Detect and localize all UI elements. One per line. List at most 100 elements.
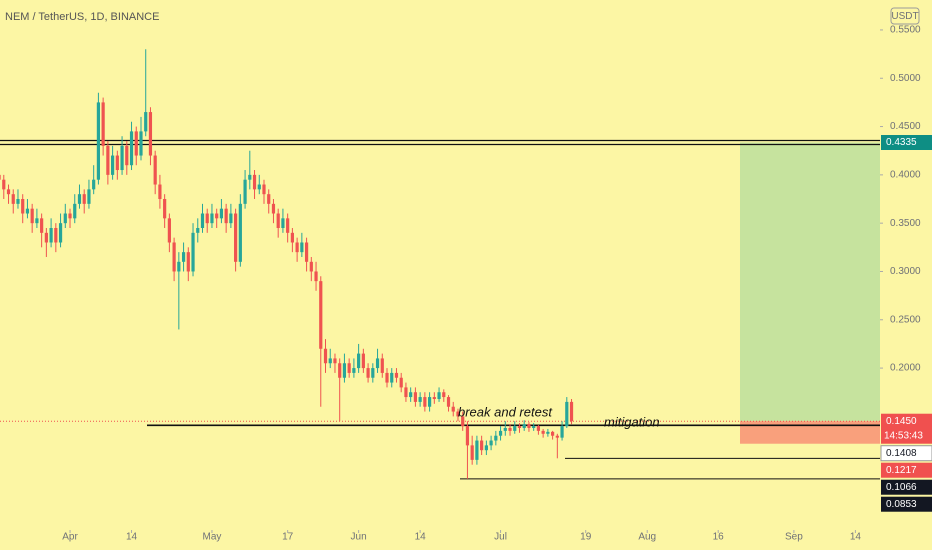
candle-body: [508, 427, 512, 431]
x-tick-label: Aug: [638, 532, 656, 543]
annotation: mitigation: [604, 414, 660, 429]
candle-body: [366, 368, 370, 378]
price-label-box: [881, 462, 932, 478]
y-tick-label: 0.5500: [890, 25, 921, 36]
x-tick-label: 14: [415, 532, 427, 543]
candle-body: [234, 213, 238, 262]
x-tick-label: 17: [282, 532, 294, 543]
x-tick-label: 14: [126, 532, 138, 543]
candle-body: [58, 223, 63, 243]
candle-body: [569, 401, 574, 422]
candle-body: [115, 155, 119, 171]
x-tick-label: 19: [580, 532, 592, 543]
y-tick-label: 0.4500: [890, 121, 921, 132]
x-tick-label: Sep: [785, 532, 803, 543]
candle-body: [0, 174, 1, 180]
candle-body: [125, 145, 129, 166]
candle-body: [319, 281, 323, 349]
candle-body: [536, 426, 541, 431]
candle-body: [541, 430, 545, 434]
candle-body: [489, 440, 493, 446]
candle-body: [215, 213, 219, 219]
candle-body: [290, 232, 294, 243]
candle-body: [276, 213, 280, 228]
candle-body: [177, 261, 181, 272]
price-label: 0.4335: [886, 137, 917, 148]
candle-body: [139, 131, 143, 156]
candle-body: [551, 431, 555, 436]
candle-body: [532, 426, 536, 428]
candle-body: [333, 358, 337, 364]
candle-body: [134, 131, 138, 156]
candle-body: [200, 213, 205, 228]
candle-body: [304, 242, 309, 262]
candle-body: [238, 203, 242, 262]
candle-body: [475, 440, 479, 460]
candle-body: [205, 213, 209, 224]
candle-body: [286, 218, 290, 233]
candle-body: [503, 427, 507, 431]
candle-body: [82, 194, 86, 204]
candle-body: [257, 184, 261, 190]
candle-body: [338, 363, 342, 378]
candle-body: [92, 179, 96, 190]
candle-body: [484, 445, 488, 451]
candle-body: [498, 430, 503, 436]
y-tick-label: 0.4000: [890, 170, 921, 181]
candle-body: [342, 363, 347, 378]
candle-body: [513, 426, 517, 431]
candle-body: [267, 194, 271, 204]
candle-body: [404, 387, 408, 398]
candle-body: [167, 218, 171, 243]
candle-body: [323, 348, 328, 364]
candle-body: [347, 363, 351, 373]
currency-box[interactable]: [890, 7, 920, 25]
candle-body: [196, 227, 200, 233]
candle-body: [375, 358, 380, 369]
candle-body: [314, 271, 318, 282]
y-tick-label: 0.3500: [890, 218, 921, 229]
candle-body: [527, 424, 531, 428]
x-tick-label: Jun: [351, 532, 367, 543]
candle-body: [96, 102, 101, 180]
candle-body: [148, 112, 153, 156]
candle-body: [181, 252, 186, 262]
candle-body: [144, 112, 148, 132]
candle-body: [560, 426, 564, 438]
x-tick-label: 16: [713, 532, 725, 543]
candle-body: [480, 440, 484, 451]
candle-body: [30, 208, 34, 224]
candle-body: [423, 397, 427, 407]
price-label-box: [881, 413, 932, 444]
candle-body: [262, 184, 266, 195]
x-tick-label: Apr: [62, 532, 78, 543]
y-tick-label: 0.2000: [890, 363, 921, 374]
chart-title: NEM / TetherUS, 1D, BINANCE: [5, 11, 159, 23]
candle-body: [101, 102, 105, 146]
candle-body: [413, 392, 417, 402]
candle-body: [295, 242, 299, 253]
candle-body: [252, 174, 257, 190]
candle-body: [385, 372, 389, 383]
candle-body: [522, 424, 526, 428]
candle-body: [470, 445, 474, 460]
candle-body: [63, 213, 67, 224]
y-tick-label: 0.5000: [890, 73, 921, 84]
candle-body: [271, 203, 276, 214]
candle-body: [77, 194, 82, 204]
price-label: 0.0853: [886, 499, 917, 510]
candle-body: [380, 358, 384, 373]
candle-body: [158, 184, 162, 200]
candle-body: [248, 174, 252, 180]
y-tick-label: 0.3000: [890, 266, 921, 277]
candle-body: [2, 179, 6, 190]
candle-body: [546, 431, 550, 434]
candle-body: [129, 131, 134, 166]
candle-body: [432, 397, 436, 399]
annotation: break and retest: [458, 404, 553, 419]
candle-body: [25, 208, 30, 214]
candle-body: [371, 368, 375, 378]
price-label-box: [881, 479, 932, 495]
candle-body: [427, 397, 432, 407]
